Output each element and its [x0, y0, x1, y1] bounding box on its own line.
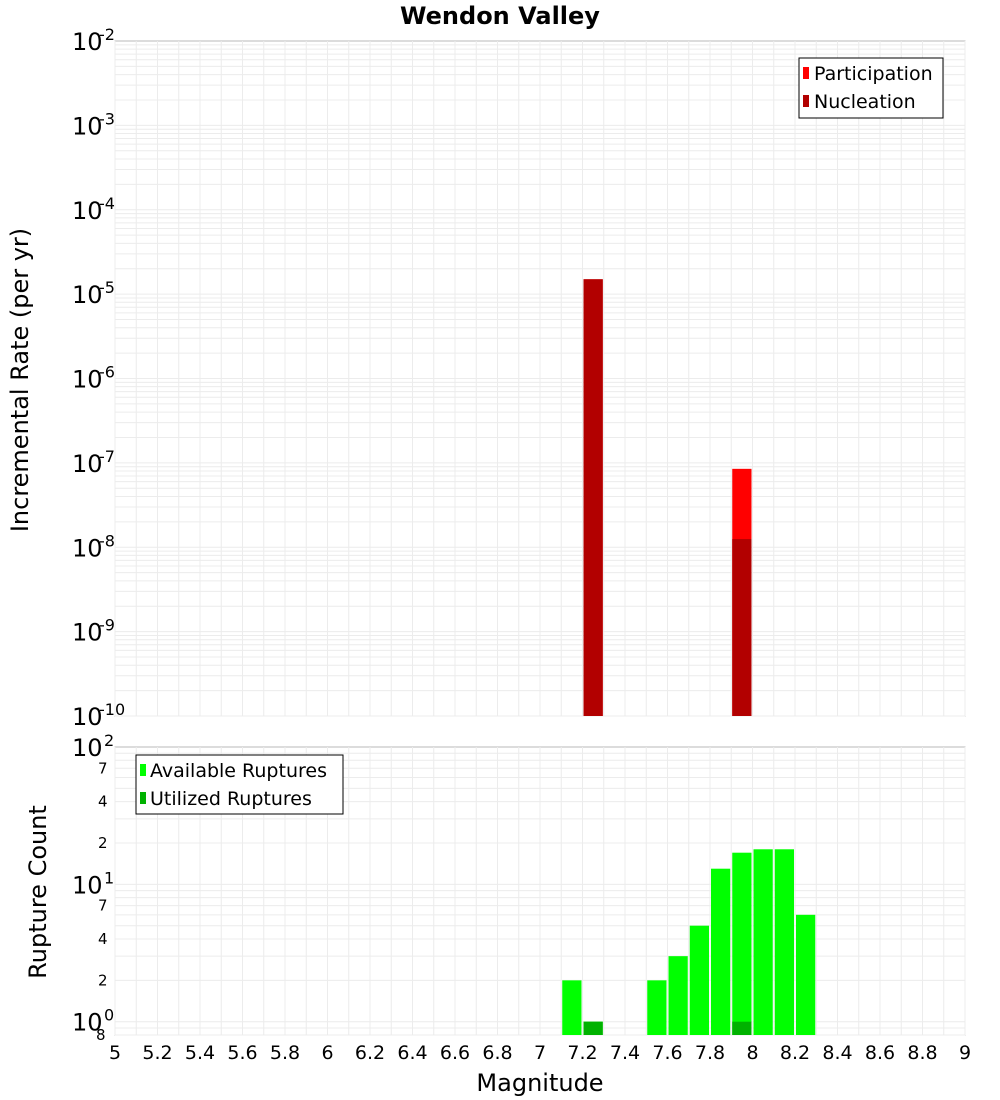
y-tick-exponent: -9 — [99, 616, 115, 635]
x-tick-label: 7.6 — [652, 1042, 682, 1064]
x-tick-label: 6.2 — [355, 1042, 385, 1064]
legend-label-utilized: Utilized Ruptures — [150, 788, 312, 810]
y-minor-tick-label: 7 — [98, 897, 108, 915]
legend-label-participation: Participation — [814, 63, 933, 85]
y-tick-exponent: 1 — [104, 868, 114, 887]
top-legend: Participation Nucleation — [798, 57, 944, 119]
y-tick-exponent: -4 — [99, 194, 115, 213]
y-tick-label: 10 — [72, 534, 103, 562]
y-minor-tick-label: 7 — [98, 759, 108, 777]
y-tick-exponent: -8 — [99, 531, 115, 550]
y-tick-exponent: -7 — [99, 447, 115, 466]
x-tick-label: 5.6 — [227, 1042, 257, 1064]
y-minor-tick-label: 4 — [98, 930, 108, 948]
bottom-grid — [114, 747, 966, 1036]
y-tick-exponent: -3 — [99, 109, 115, 128]
x-tick-label: 6.4 — [397, 1042, 427, 1064]
y-tick-label: 10 — [72, 197, 103, 225]
bar-available-ruptures — [562, 980, 582, 1035]
x-tick-label: 8.4 — [822, 1042, 852, 1064]
legend-swatch-participation — [803, 67, 809, 79]
bottom-y-axis-label: Rupture Count — [24, 805, 52, 979]
y-tick-label: 10 — [72, 281, 103, 309]
y-tick-exponent: -6 — [99, 363, 115, 382]
y-tick-exponent: -5 — [99, 278, 115, 297]
bar-available-ruptures — [711, 868, 731, 1035]
bar-utilized-ruptures — [583, 1021, 603, 1035]
y-tick-exponent: 2 — [104, 731, 114, 750]
bar-available-ruptures — [732, 852, 752, 1035]
y-minor-tick-label: 2 — [98, 834, 108, 852]
y-tick-label: 10 — [72, 619, 103, 647]
legend-label-nucleation: Nucleation — [814, 91, 916, 113]
x-tick-label: 8.6 — [865, 1042, 895, 1064]
chart-title: Wendon Valley — [400, 2, 600, 30]
y-tick-label: 10 — [72, 734, 103, 762]
legend-label-available: Available Ruptures — [150, 760, 327, 782]
x-tick-label: 5.4 — [185, 1042, 215, 1064]
x-tick-label: 5.2 — [142, 1042, 172, 1064]
bar-available-ruptures — [796, 914, 816, 1035]
x-tick-label: 5 — [109, 1042, 121, 1064]
top-grid — [114, 41, 966, 717]
top-y-axis-label: Incremental Rate (per yr) — [6, 228, 34, 532]
bottom-bars — [562, 849, 816, 1035]
y-tick-exponent: -2 — [99, 25, 115, 44]
y-tick-label: 10 — [72, 112, 103, 140]
y-tick-label: 10 — [72, 703, 103, 731]
x-tick-label: 7.2 — [567, 1042, 597, 1064]
bar-utilized-ruptures — [732, 1021, 752, 1035]
top-y-ticks: 10-210-310-410-510-610-710-810-910-10 — [72, 25, 125, 731]
y-tick-label: 10 — [72, 366, 103, 394]
y-tick-label: 10 — [72, 28, 103, 56]
legend-swatch-nucleation — [803, 95, 809, 107]
y-tick-exponent: 0 — [104, 1006, 114, 1025]
y-minor-tick-label: 4 — [98, 793, 108, 811]
y-minor-tick-label: 2 — [98, 971, 108, 989]
x-tick-label: 6.8 — [482, 1042, 512, 1064]
x-tick-label: 7.8 — [695, 1042, 725, 1064]
x-ticks: 5 5.2 5.4 5.6 5.8 6 6.2 6.4 6.6 6.8 7 7.2 7.4 7.6 7.8 8… — [109, 1042, 971, 1064]
legend-swatch-utilized — [140, 792, 146, 804]
x-tick-label: 7.4 — [610, 1042, 640, 1064]
bar-nucleation — [732, 539, 752, 716]
x-tick-label: 6.6 — [440, 1042, 470, 1064]
bar-available-ruptures — [774, 849, 794, 1035]
bar-available-ruptures — [647, 980, 667, 1035]
y-tick-label: 10 — [72, 450, 103, 478]
top-panel: 10-210-310-410-510-610-710-810-910-10 In… — [6, 25, 966, 731]
x-tick-label: 8.8 — [907, 1042, 937, 1064]
bar-nucleation — [583, 279, 603, 716]
x-tick-label: 8.2 — [780, 1042, 810, 1064]
x-tick-label: 5.8 — [270, 1042, 300, 1064]
x-axis-label: Magnitude — [476, 1069, 603, 1097]
x-tick-label: 8 — [746, 1042, 758, 1064]
bar-available-ruptures — [753, 849, 773, 1035]
bottom-legend: Available Ruptures Utilized Ruptures — [135, 754, 344, 815]
bar-available-ruptures — [668, 956, 688, 1035]
bar-available-ruptures — [689, 925, 709, 1035]
y-tick-label: 10 — [72, 871, 103, 899]
y-tick-label: 10 — [72, 1009, 103, 1037]
y-minor-tick-label: 8 — [96, 1026, 106, 1044]
top-bars — [583, 279, 752, 716]
y-tick-exponent: -10 — [99, 700, 125, 719]
top-legend-box — [798, 57, 944, 119]
legend-swatch-available — [140, 764, 146, 776]
bottom-legend-box — [135, 754, 344, 815]
x-tick-label: 6 — [321, 1042, 333, 1064]
x-tick-label: 9 — [959, 1042, 971, 1064]
x-tick-label: 7 — [534, 1042, 546, 1064]
